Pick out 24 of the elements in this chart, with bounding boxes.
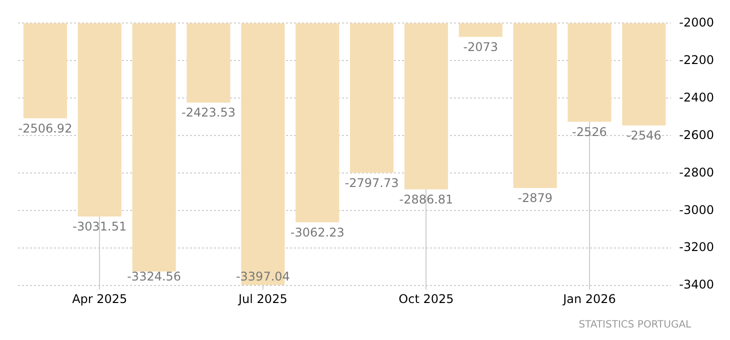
text: STATISTICS PORTUGAL bbox=[578, 320, 692, 331]
x-tick-label: Oct 2025 bbox=[398, 292, 454, 306]
data-label: -2423.53 bbox=[182, 106, 236, 120]
y-tick-label: -2200 bbox=[679, 52, 714, 67]
data-label: -2886.81 bbox=[399, 192, 454, 207]
data-label: -2879 bbox=[518, 191, 552, 206]
y-tick-label: -3400 bbox=[679, 278, 714, 292]
data-label: -2797.73 bbox=[344, 176, 399, 190]
y-tick-label: -3000 bbox=[679, 202, 714, 217]
data-label: -2506.92 bbox=[18, 121, 72, 136]
data-label: -2526 bbox=[572, 124, 607, 139]
data-label: -3324.56 bbox=[127, 270, 182, 284]
data-label: -2073 bbox=[463, 40, 498, 54]
x-tick-label: Apr 2025 bbox=[72, 292, 128, 306]
data-label: -2546 bbox=[626, 128, 662, 143]
data-label: -3031.51 bbox=[72, 220, 127, 234]
x-tick-label: Jul 2025 bbox=[238, 292, 288, 306]
y-tick-label: -3200 bbox=[679, 240, 714, 254]
y-tick-label: -2000 bbox=[679, 15, 714, 30]
y-tick-label: -2600 bbox=[679, 128, 714, 142]
y-tick-label: -2400 bbox=[679, 90, 714, 104]
data-label: -3062.23 bbox=[290, 225, 344, 240]
y-tick-label: -2800 bbox=[679, 165, 714, 180]
x-tick-label: Jan 2026 bbox=[562, 292, 616, 306]
